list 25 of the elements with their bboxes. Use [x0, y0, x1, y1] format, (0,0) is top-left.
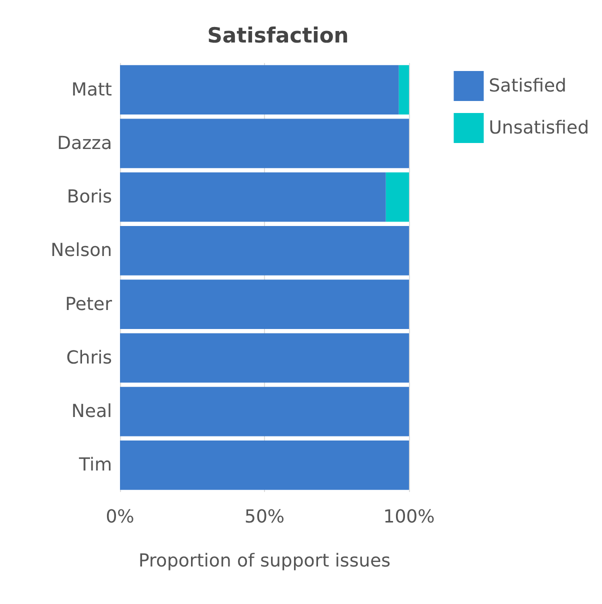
x-tick-label: 100% [383, 506, 435, 528]
y-tick-label: Peter [65, 294, 113, 315]
bar [120, 280, 409, 329]
bar [120, 386, 409, 436]
y-tick-label: Dazza [57, 132, 112, 154]
legend-label: Satisfied [488, 76, 566, 96]
y-tick-label: Tim [78, 454, 112, 476]
y-tick-label: Chris [66, 347, 112, 368]
chart-title: Satisfaction [207, 24, 349, 48]
bar [120, 65, 399, 114]
bar [120, 440, 409, 490]
bar [120, 118, 409, 168]
bar [120, 172, 386, 222]
y-tick-label: Boris [66, 186, 112, 208]
legend-label: Unsatisfied [488, 118, 589, 138]
x-axis-title: Proportion of support issues [138, 550, 391, 572]
y-tick-label: Nelson [50, 240, 112, 262]
bar [120, 226, 409, 276]
bar [398, 65, 409, 114]
bar [386, 172, 409, 222]
y-tick-label: Matt [71, 79, 112, 100]
x-tick-label: 50% [244, 506, 285, 528]
y-tick-label: Neal [71, 401, 112, 422]
x-tick-label: 0% [106, 506, 134, 528]
bar [120, 333, 409, 383]
